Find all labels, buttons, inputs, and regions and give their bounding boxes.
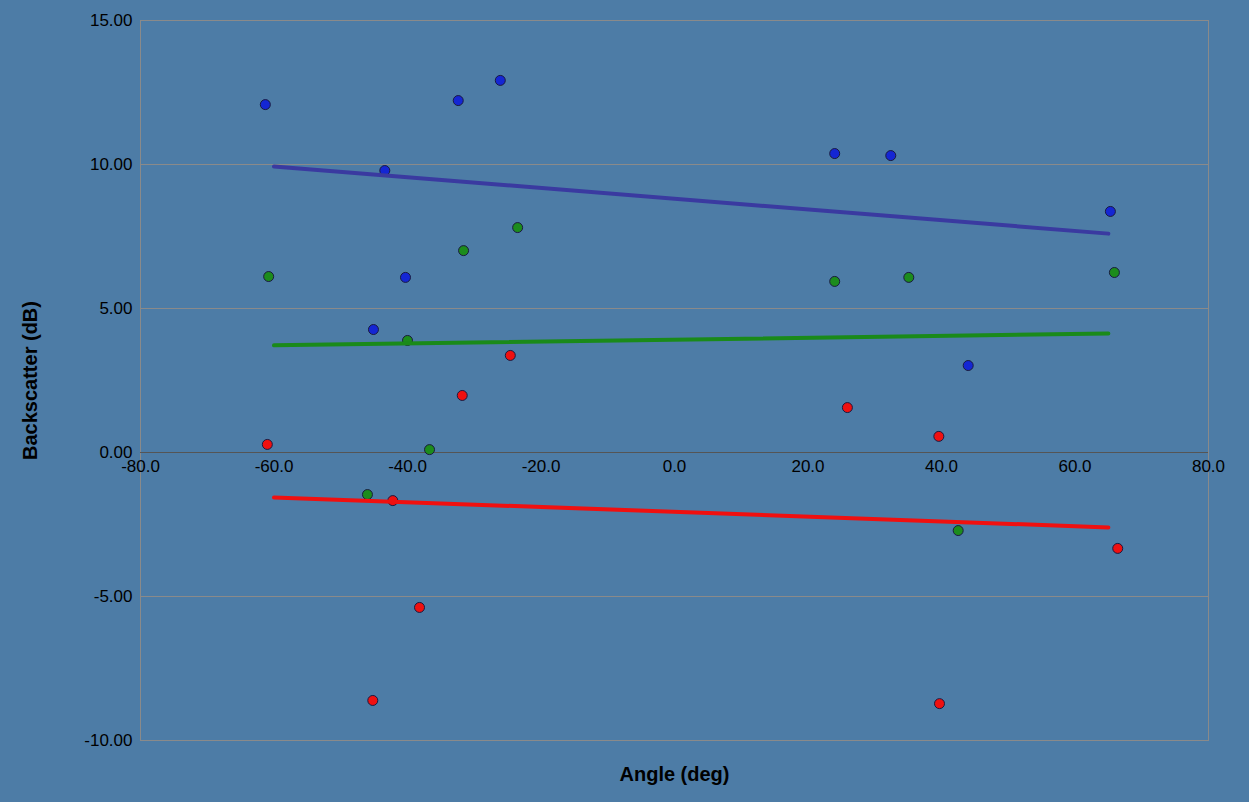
svg-text:80.0: 80.0 — [1192, 457, 1225, 476]
svg-text:40.0: 40.0 — [925, 457, 958, 476]
svg-text:-60.0: -60.0 — [255, 457, 294, 476]
svg-text:60.0: 60.0 — [1058, 457, 1091, 476]
svg-text:10.00: 10.00 — [90, 155, 133, 174]
svg-text:-40.0: -40.0 — [388, 457, 427, 476]
svg-text:-5.00: -5.00 — [94, 587, 133, 606]
svg-text:-20.0: -20.0 — [522, 457, 561, 476]
svg-text:0.00: 0.00 — [99, 443, 132, 462]
svg-text:-80.0: -80.0 — [121, 456, 160, 476]
svg-text:0.0: 0.0 — [663, 457, 687, 476]
svg-text:Angle (deg): Angle (deg) — [620, 763, 730, 785]
svg-text:15.00: 15.00 — [90, 11, 133, 30]
svg-text:-10.00: -10.00 — [84, 731, 132, 750]
svg-text:5.00: 5.00 — [99, 299, 132, 318]
svg-text:20.0: 20.0 — [791, 457, 824, 476]
svg-text:Backscatter (dB): Backscatter (dB) — [19, 301, 41, 460]
